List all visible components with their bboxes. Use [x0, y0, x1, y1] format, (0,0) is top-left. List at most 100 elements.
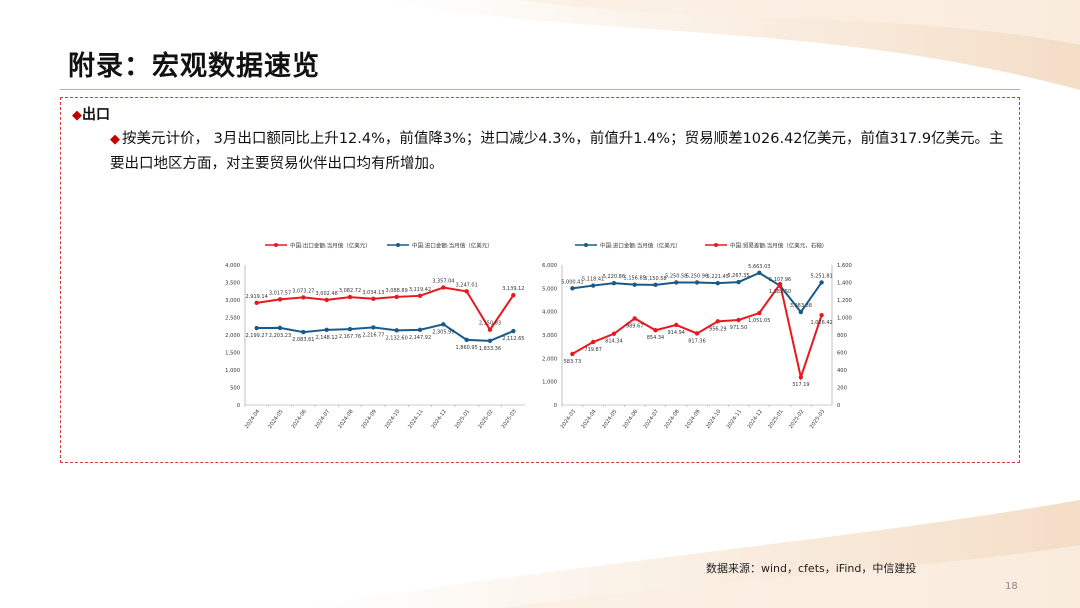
section-heading: ◆出口 [72, 104, 110, 124]
chart2-series-0-point [715, 280, 720, 286]
chart1-series-0-point [371, 296, 376, 302]
chart1-series-0-data-label: 3,002.48 [316, 291, 338, 297]
chart1-y-tick-label: 2,000 [225, 333, 240, 339]
chart1-series-1-data-label: 2,203.23 [269, 333, 291, 339]
chart2-series-0-data-label: 5,220.86 [603, 274, 625, 280]
chart2-series-1-point [819, 312, 824, 318]
chart1-y-tick-label: 500 [230, 386, 240, 392]
legend2-marker-balance [714, 243, 718, 247]
chart1-series-1-point [277, 325, 283, 331]
chart2-series-0-data-label: 5,150.58 [644, 276, 666, 282]
chart1-series-0-point [277, 297, 283, 302]
chart1-series-1-point [394, 328, 399, 333]
chart1-series-0-point [347, 294, 353, 300]
chart2-y2-tick-label: 1,200 [837, 298, 852, 304]
chart1-y-tick-label: 2,500 [225, 316, 240, 322]
chart1-series-1-point [487, 338, 493, 344]
trade-balance-chart: 中国:进口金额:当月值（亿美元） 中国:贸易差额:当月值（亿美元，右轴） 6,0… [542, 242, 852, 430]
chart2-series-1-point [715, 319, 720, 324]
chart2-series-0-data-label: 5,118.41 [582, 277, 604, 283]
chart1-x-tick-label: 2024-07 [314, 409, 331, 430]
chart1-series-1-point [371, 325, 376, 330]
chart1-y-tick-label: 3,500 [225, 281, 240, 287]
legend1-marker-import [396, 243, 400, 247]
chart1-series-0-data-label: 3,088.89 [386, 288, 408, 294]
chart1-series-1-point [301, 329, 306, 335]
chart1-series-1-data-label: 2,112.65 [502, 336, 524, 342]
page-number: 18 [1005, 581, 1018, 592]
chart2-series-0-data-label: 5,663.03 [748, 264, 770, 270]
chart2-series-1-data-label: 971.50 [730, 325, 748, 331]
chart2-series-1-data-label: 956.29 [709, 326, 727, 332]
chart1-x-tick-label: 2025-02 [477, 409, 494, 430]
summary-text: 按美元计价， 3月出口额同比上升12.4%，前值降3%；进口减少4.3%，前值升… [110, 131, 1004, 172]
chart2-y-tick-label: 1,000 [542, 380, 557, 386]
chart2-series-0-data-label: 5,107.96 [769, 277, 791, 283]
chart2-series-0-data-label: 5,267.35 [727, 273, 749, 279]
chart1-series-1-data-label: 2,305.99 [432, 329, 454, 335]
chart1-series-1-data-label: 2,083.61 [292, 337, 314, 343]
chart2-y-tick-label: 3,000 [542, 333, 557, 339]
chart2-y-tick-label: 6,000 [542, 263, 557, 269]
chart1-x-tick-label: 2024-12 [431, 409, 448, 430]
chart2-series-1-data-label: 317.19 [792, 382, 810, 388]
chart1-series-1-data-label: 2,199.27 [246, 333, 268, 339]
chart1-series-0-line [256, 286, 515, 332]
chart2-series-1-point [777, 281, 783, 287]
chart2-series-1-data-label: 854.34 [647, 335, 665, 341]
chart1-series-1-data-label: 2,216.77 [362, 332, 384, 338]
chart1-series-0-data-label: 2,919.14 [246, 294, 268, 300]
chart2-y2-tick-label: 1,600 [837, 263, 852, 269]
chart1-x-tick-label: 2024-10 [384, 409, 401, 430]
chart1-series-1-point [347, 326, 353, 332]
chart2-series-0-point [570, 286, 575, 291]
chart1-x-tick-label: 2024-08 [337, 409, 354, 430]
chart1-y-tick-label: 3,000 [225, 298, 240, 304]
chart2-x-tick-label: 2025-01 [767, 409, 784, 430]
chart2-series-0-data-label: 5,221.45 [707, 274, 729, 280]
chart1-y-tick-label: 0 [237, 403, 240, 409]
chart2-series-0-point [736, 279, 741, 285]
chart1-series-1-data-label: 1,833.36 [479, 346, 501, 352]
section-label: 出口 [82, 107, 110, 123]
chart1-series-0-data-label: 3,017.57 [269, 290, 291, 296]
chart2-series-1-data-label: 1,051.05 [748, 318, 770, 324]
chart1-series-1-data-label: 2,167.76 [339, 334, 361, 340]
chart2-series-1-data-label: 989.67 [626, 323, 644, 329]
chart2-y-tick-label: 4,000 [542, 310, 557, 316]
legend2-label-import: 中国:进口金额:当月值（亿美元） [600, 242, 681, 250]
legend1-label-import: 中国:进口金额:当月值（亿美元） [412, 242, 493, 250]
chart2-series-1-point [570, 351, 575, 357]
chart1-x-tick-label: 2025-03 [501, 409, 518, 430]
chart1-legend: 中国:出口金额:当月值（亿美元） 中国:进口金额:当月值（亿美元） [265, 242, 493, 250]
chart1-series-0-data-label: 3,139.12 [502, 286, 524, 292]
summary-bullet: ◆ 按美元计价， 3月出口额同比上升12.4%，前值降3%；进口减少4.3%，前值… [110, 127, 1015, 176]
chart1-x-tick-label: 2024-09 [361, 409, 378, 430]
chart2-series-1-data-label: 817.36 [688, 338, 706, 344]
chart2-series-0-point [757, 270, 762, 276]
chart1-series-0-data-label: 2,150.83 [479, 321, 501, 327]
chart1-series-0-point [301, 295, 306, 300]
chart2-y-tick-label: 2,000 [542, 356, 557, 362]
chart2-y-tick-label: 5,000 [542, 286, 557, 292]
chart2-series-1-data-label: 1,026.42 [810, 320, 832, 326]
chart2-series-0-point [632, 282, 637, 287]
chart2-series-0-data-label: 5,000.41 [561, 279, 583, 285]
content-box [60, 97, 1020, 463]
chart1-x-tick-label: 2024-06 [291, 409, 308, 430]
legend1-marker-export [274, 243, 278, 247]
bullet-diamond-icon: ◆ [110, 132, 120, 147]
chart2-series-1-point [757, 310, 762, 316]
chart2-y2-tick-label: 400 [837, 368, 847, 374]
chart1-series-0-data-label: 3,357.04 [432, 279, 454, 285]
chart1-series-0-point [441, 285, 446, 290]
chart2-series-1-point [736, 317, 741, 323]
chart2-plot: 5,000.415,118.415,220.865,156.855,150.58… [561, 264, 832, 388]
chart2-series-0-data-label: 5,250.96 [686, 273, 708, 279]
chart1-series-1-point [417, 327, 423, 333]
chart1-series-1-point [324, 327, 329, 333]
chart2-y2-tick-label: 1,000 [837, 316, 852, 322]
chart2-x-tick-label: 2024-03 [560, 409, 577, 430]
chart2-x-tick-label: 2024-06 [622, 409, 639, 430]
